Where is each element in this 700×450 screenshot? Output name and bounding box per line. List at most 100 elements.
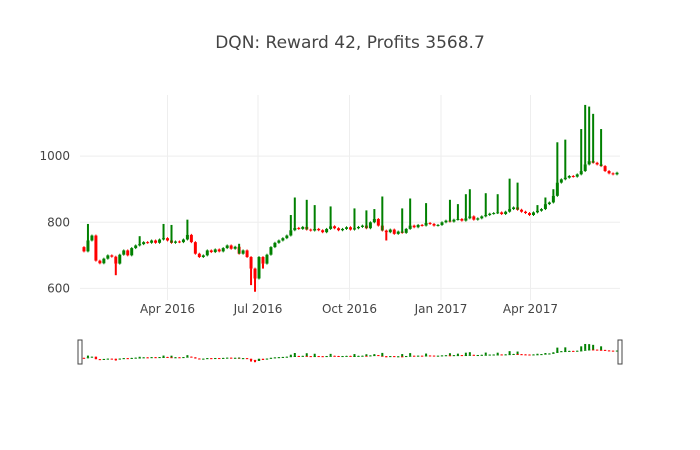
candle-body [154,240,158,243]
candle-body-mini [548,353,551,355]
candle-body [520,209,524,212]
candle-body-mini [404,356,408,358]
candle-body-mini [325,356,328,358]
candle-body [297,227,301,229]
candle-body-mini [245,358,249,360]
candle-body [245,250,249,258]
candle-body [547,202,551,205]
candle-body [416,224,420,228]
candle-body-mini [476,355,479,357]
candle-body-mini [564,351,567,353]
candle-body [396,231,400,234]
x-tick-label: Apr 2016 [140,302,195,316]
candle-body [392,229,396,234]
candle-body-mini [186,356,189,358]
candle-body [301,226,305,229]
candle-body [158,239,162,243]
candle-body-mini [333,355,336,357]
candle-body [205,250,209,256]
candle-body-mini [138,357,141,359]
candle-body [440,222,444,225]
candle-body-mini [337,356,340,357]
grid-lines [80,95,620,300]
candle-body-mini [317,356,320,358]
candle-body-mini [591,349,595,351]
candle-body-mini [377,355,380,357]
candle-body [122,250,126,255]
candle-body [209,250,213,253]
candle-body [488,213,492,216]
candle-body-mini [512,353,515,355]
candle-body-mini [496,354,499,356]
candle-body [293,227,297,231]
candle-body-mini [233,357,237,359]
candle-body-mini [154,357,157,359]
candle-body-mini [480,354,483,356]
candle-body [456,218,460,220]
candle-body-mini [603,349,607,351]
y-tick-label: 1000 [39,149,70,163]
candle-body [384,230,388,233]
candle-body [317,228,321,231]
candle-body [289,230,293,236]
candle-body-mini [492,354,495,356]
range-slider-background[interactable] [79,338,621,368]
candle-body-mini [552,352,555,354]
x-tick-label: Jul 2016 [233,302,283,316]
candle-body-mini [607,350,611,352]
candle-body-mini [540,354,543,356]
candle-body [177,241,181,243]
candle-body-mini [516,353,519,355]
candle-body-mini [508,354,511,356]
candle-body-mini [484,354,487,356]
candle-body-mini [536,354,539,356]
candle-body [201,255,205,258]
candle-body [372,218,376,223]
candle-body [257,257,261,279]
candle-body-mini [349,355,352,357]
candle-body [110,255,114,257]
range-slider-left-handle[interactable] [77,339,83,365]
candle-body [130,248,134,256]
candle-body [134,245,138,249]
candle-body [587,161,591,165]
candle-body-mini [412,355,416,357]
candle-body-mini [397,356,400,358]
candle-body [325,228,329,233]
candle-body-mini [373,355,376,357]
range-slider[interactable] [77,338,623,368]
candle-body [436,224,440,226]
candle-body-mini [544,353,547,355]
candle-body-mini [488,354,491,356]
candle-body [539,209,543,211]
candle-body-mini [178,357,181,359]
candle-body-mini [504,354,507,356]
candle-body-mini [424,355,428,357]
candle-body-mini [222,357,225,359]
candle-body [189,234,193,243]
candle-body [484,215,488,217]
candle-body-mini [265,358,269,360]
candle-body-mini [150,357,153,359]
candle-body [333,226,337,229]
candle-body-mini [106,358,110,360]
candle-body-mini [361,355,364,357]
candle-body [185,234,189,240]
candle-body [265,254,269,264]
range-slider-right-handle[interactable] [617,339,623,365]
candle-body-mini [297,355,300,357]
candle-body [388,229,392,233]
candle-body-mini [182,357,185,359]
candle-body [504,211,508,215]
candle-body-mini [134,357,137,359]
candle-body [528,213,531,216]
candle-body [468,216,472,219]
candle-body-mini [305,355,308,357]
candle-body-mini [500,354,503,356]
candle-body [98,260,102,264]
y-axis-ticks: 600 800 1000 [39,149,70,295]
candle-body-mini [190,356,193,358]
candle-body [106,255,110,259]
candle-body [472,216,476,220]
candle-body-mini [381,355,384,357]
